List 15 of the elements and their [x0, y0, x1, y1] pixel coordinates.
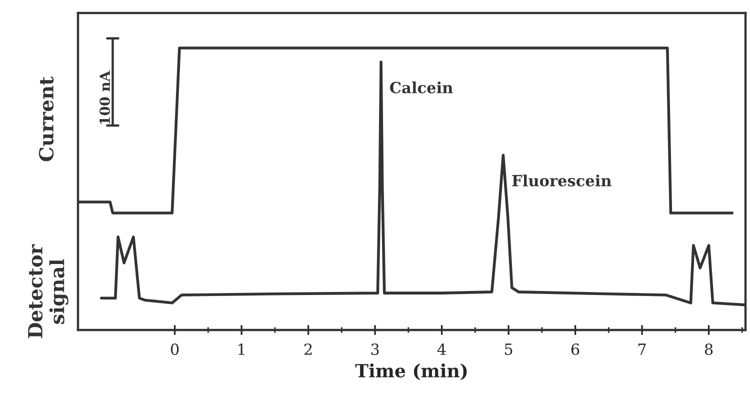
text: Detector signal [28, 244, 68, 338]
annotation: Calcein [390, 82, 453, 94]
x-axis-title: Time (min) [355, 364, 467, 380]
annotation: 100 nA [100, 70, 110, 124]
annotation: Fluorescein [512, 174, 612, 186]
x-tick-label: 2 [304, 343, 312, 355]
x-tick-label: 6 [571, 343, 580, 356]
x-tick-label: 3 [371, 343, 379, 356]
x-tick-label: 7 [638, 344, 646, 355]
text: Current [38, 76, 54, 162]
x-tick-label: 8 [704, 343, 713, 356]
x-tick-label: 5 [504, 344, 512, 356]
x-tick-label: 4 [437, 343, 446, 355]
x-tick-label: 1 [238, 343, 244, 355]
x-tick-label: 0 [170, 343, 179, 356]
